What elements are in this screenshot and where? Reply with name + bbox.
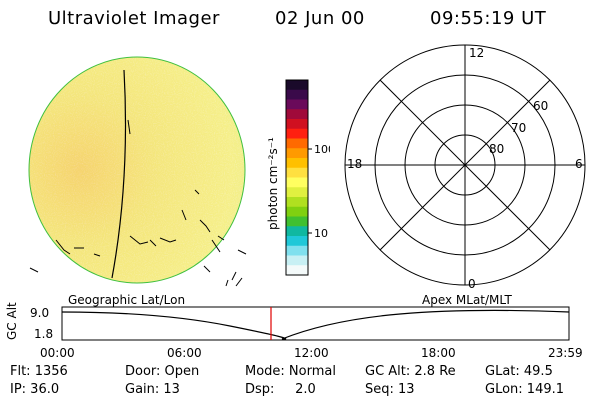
colorbar-unit-label: photon cm⁻²s⁻¹: [266, 137, 280, 230]
colorbar-cell: [286, 167, 308, 179]
dsp-value: Dsp: 2.0: [245, 382, 316, 397]
mlt-label-6: 6: [575, 157, 583, 171]
earth-limb: [28, 56, 246, 284]
colorbar-scale: [286, 80, 308, 276]
polar-mlt-grid: 12 18 6 0 60 70 80: [344, 44, 586, 291]
observation-date: 02 Jun 00: [275, 8, 365, 29]
colorbar-cell: [286, 226, 308, 237]
meridian-diag-2: [379, 79, 551, 251]
aurora-disk: [29, 57, 245, 283]
coastline-fragments: [29, 119, 247, 287]
observation-time: 09:55:19 UT: [430, 8, 547, 29]
plot-title-geographic: Geographic Lat/Lon: [68, 293, 185, 307]
colorbar: 100 10 photon cm⁻²s⁻¹: [266, 79, 330, 276]
x-tick-1200: 12:00: [294, 346, 329, 360]
colorbar-cell: [286, 245, 308, 257]
colorbar-cell: [286, 216, 308, 227]
flight-number: Flt: 1356: [10, 364, 68, 379]
x-tick-2359: 23:59: [548, 346, 583, 360]
colorbar-cell: [286, 128, 308, 140]
colorbar-cell: [286, 99, 308, 110]
y-tick-9: 9.0: [30, 306, 49, 320]
colorbar-cell: [286, 89, 308, 101]
lat-label-80: 80: [489, 142, 504, 156]
colorbar-cell: [286, 80, 308, 91]
gain-value: Gain: 13: [125, 382, 180, 397]
mlt-label-0: 0: [468, 277, 476, 291]
lat-label-70: 70: [511, 121, 526, 135]
plot-ylabel: GC Alt: [5, 302, 19, 340]
colorbar-tick-100: 100: [314, 143, 330, 156]
colorbar-cell: [286, 255, 308, 266]
y-tick-1-8: 1.8: [34, 327, 53, 341]
mode-status: Mode: Normal: [245, 364, 336, 379]
colorbar-tick-10: 10: [314, 227, 328, 240]
x-tick-0600: 06:00: [167, 346, 202, 360]
colorbar-cell: [286, 265, 308, 276]
x-tick-0000: 00:00: [40, 346, 75, 360]
plot-frame: [61, 306, 570, 341]
terminator-line: [111, 69, 127, 279]
colorbar-cell: [286, 177, 308, 188]
colorbar-cell: [286, 236, 308, 247]
altitude-curve: [61, 309, 570, 340]
geo-longitude: GLon: 149.1: [485, 382, 565, 397]
lat-label-60: 60: [533, 99, 548, 113]
colorbar-cell: [286, 187, 308, 198]
uv-earth-image: [28, 56, 247, 287]
plot-title-apex: Apex MLat/MLT: [422, 293, 512, 307]
colorbar-cell: [286, 206, 308, 218]
door-status: Door: Open: [125, 364, 200, 379]
colorbar-cell: [286, 109, 308, 120]
colorbar-cell: [286, 158, 308, 169]
geo-latitude: GLat: 49.5: [485, 364, 553, 379]
colorbar-cell: [286, 197, 308, 208]
x-tick-1800: 18:00: [421, 346, 456, 360]
instrument-title: Ultraviolet Imager: [48, 8, 220, 29]
colorbar-cell: [286, 148, 308, 159]
colorbar-cell: [286, 119, 308, 130]
sequence-number: Seq: 13: [365, 382, 415, 397]
ip-value: IP: 36.0: [10, 382, 60, 397]
gc-altitude: GC Alt: 2.8 Re: [365, 364, 456, 379]
colorbar-cell: [286, 138, 308, 149]
altitude-plot: Geographic Lat/Lon Apex MLat/MLT GC Alt …: [5, 293, 583, 360]
mlt-label-12: 12: [469, 46, 484, 60]
mlt-label-18: 18: [347, 157, 362, 171]
